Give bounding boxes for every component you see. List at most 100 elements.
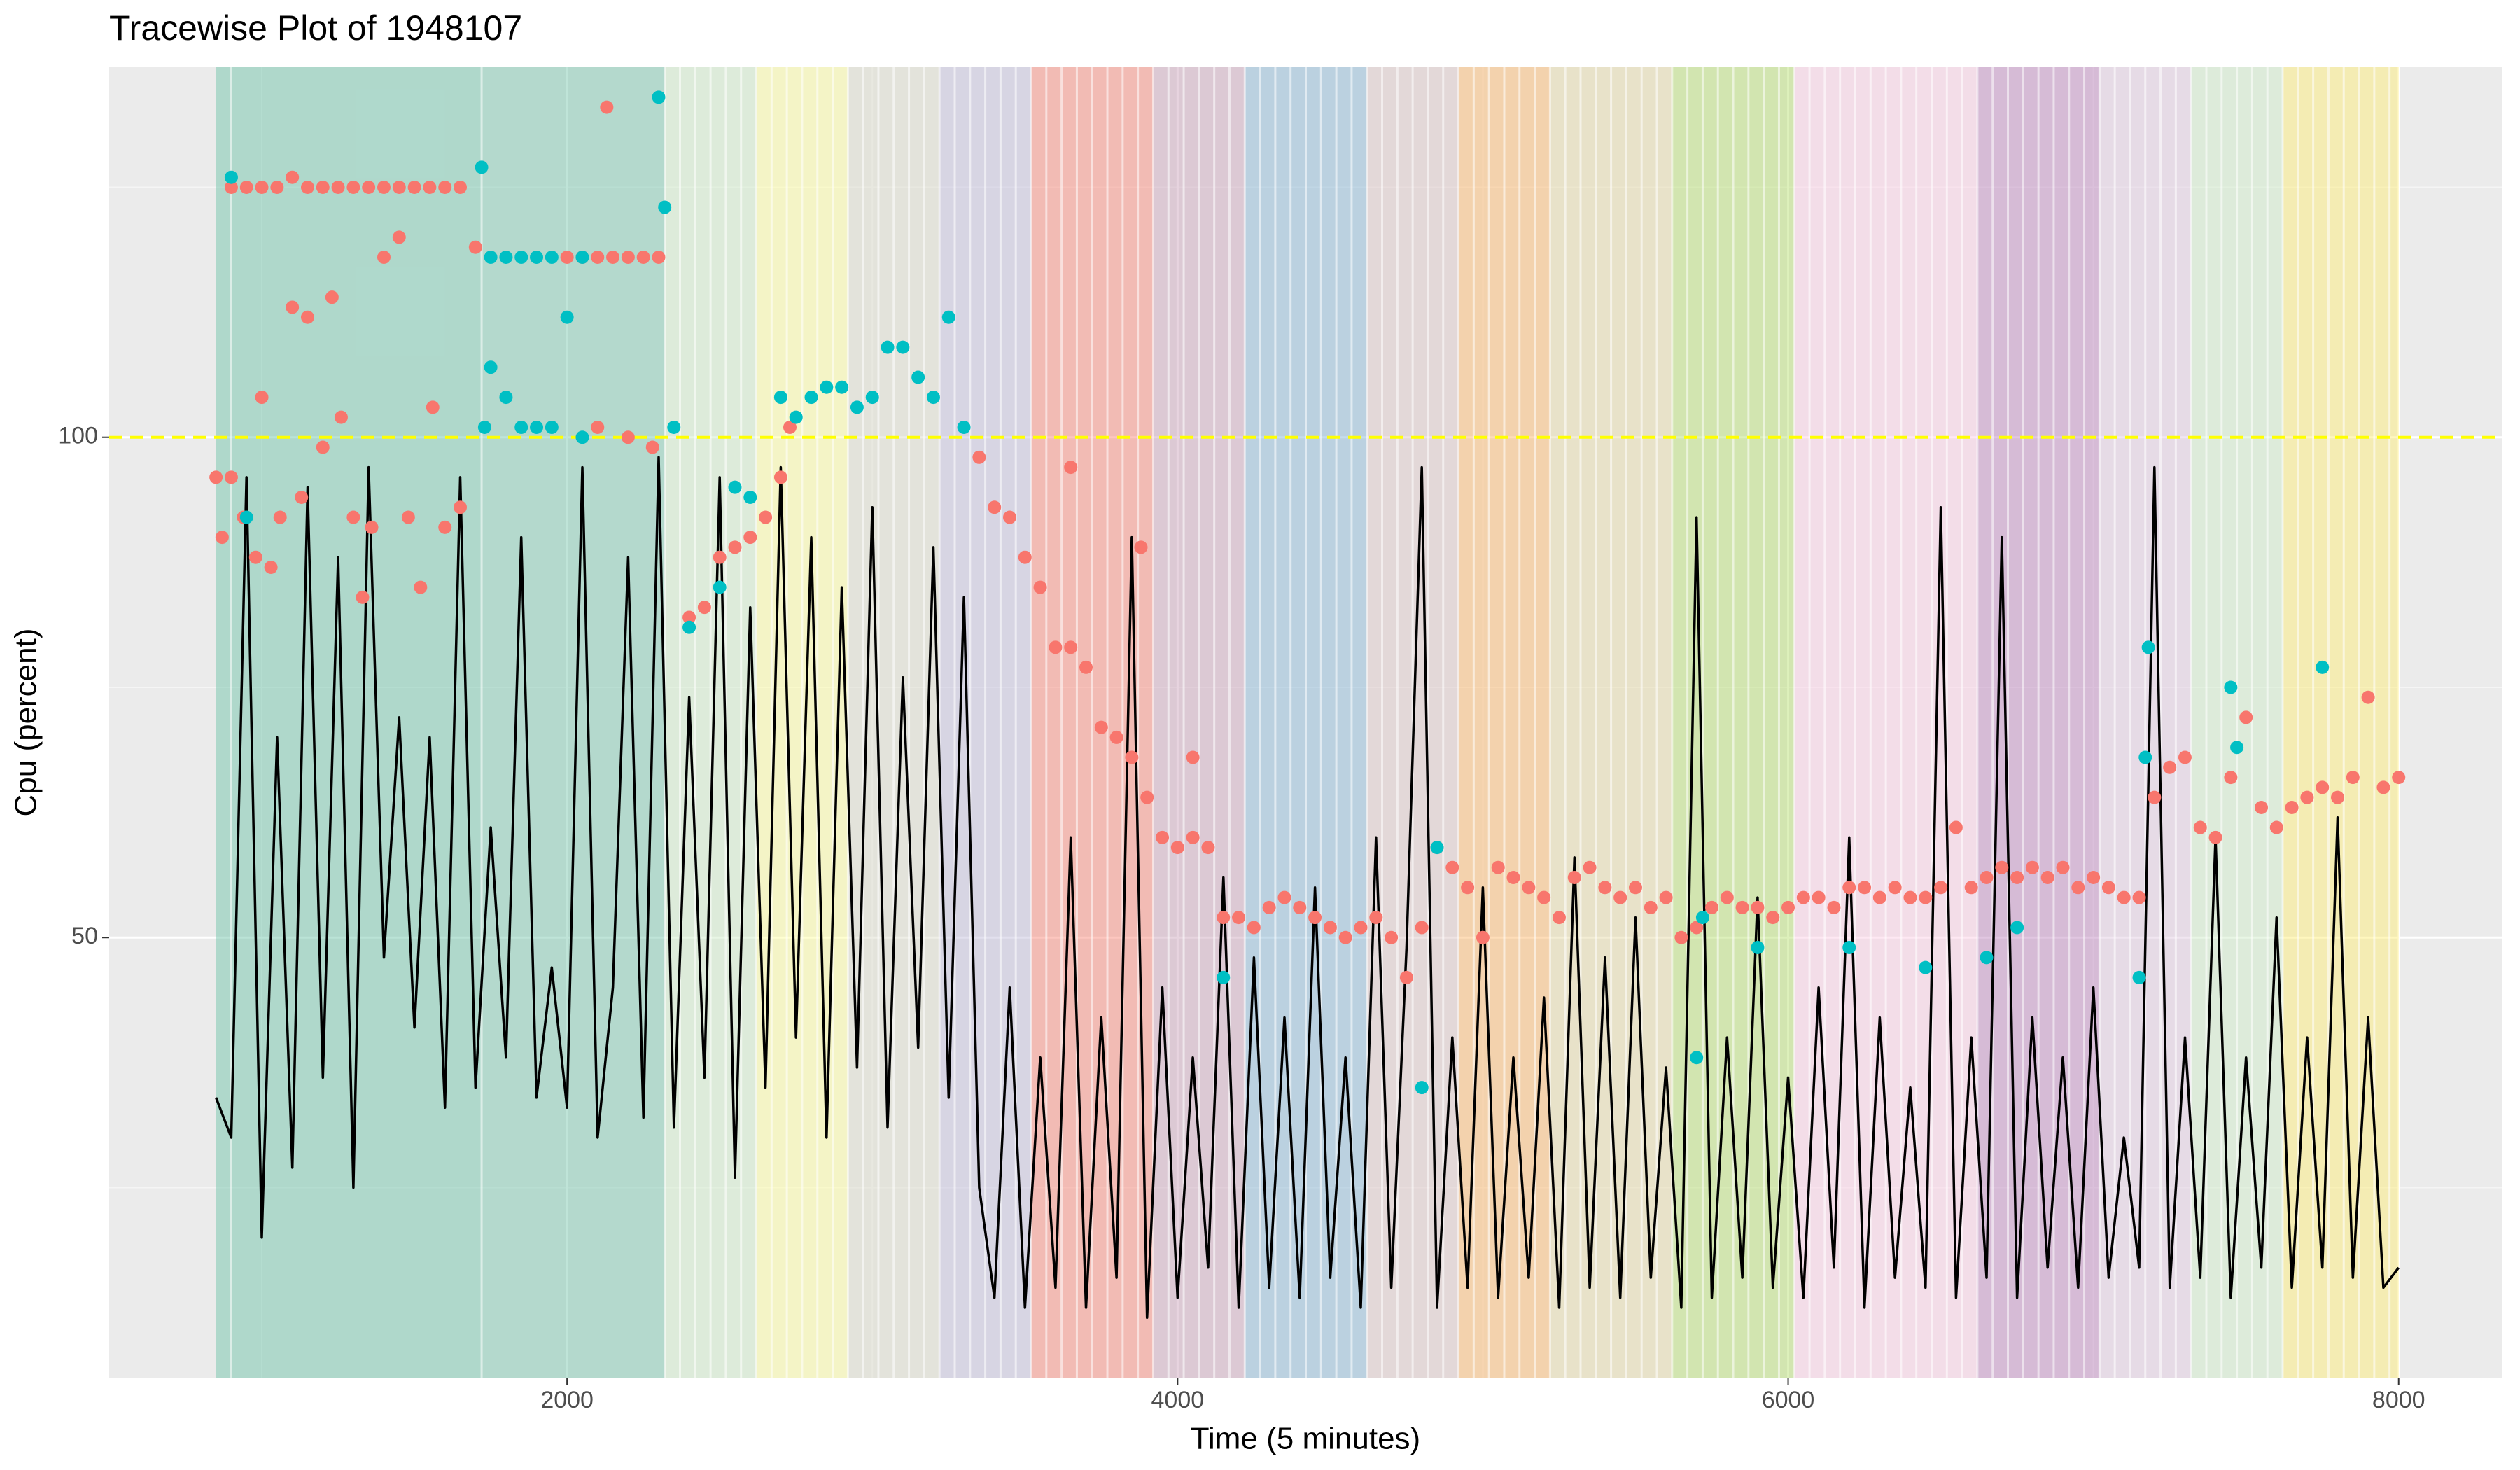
point bbox=[2025, 860, 2039, 874]
point bbox=[1644, 900, 1658, 914]
point bbox=[300, 180, 314, 194]
point bbox=[346, 180, 360, 194]
point bbox=[988, 500, 1002, 514]
point bbox=[881, 340, 895, 354]
point bbox=[1125, 750, 1139, 764]
point bbox=[591, 420, 605, 434]
point bbox=[1110, 730, 1124, 744]
point bbox=[2376, 780, 2390, 794]
point bbox=[1156, 830, 1170, 844]
point bbox=[774, 470, 788, 484]
point bbox=[454, 180, 468, 194]
x-tick-label: 2000 bbox=[540, 1387, 594, 1413]
point bbox=[1919, 890, 1933, 904]
point bbox=[2300, 790, 2314, 804]
point bbox=[1399, 970, 1413, 984]
point bbox=[1919, 960, 1933, 974]
point bbox=[743, 531, 757, 545]
point bbox=[1201, 841, 1215, 855]
point bbox=[2148, 790, 2162, 804]
point bbox=[1338, 930, 1352, 944]
point bbox=[377, 251, 391, 265]
point bbox=[682, 610, 696, 624]
point bbox=[2230, 741, 2244, 755]
point bbox=[652, 251, 666, 265]
point bbox=[215, 531, 229, 545]
point bbox=[713, 580, 727, 594]
point bbox=[224, 180, 238, 194]
point bbox=[1720, 890, 1734, 904]
point bbox=[2040, 870, 2054, 884]
point bbox=[783, 420, 797, 434]
point bbox=[484, 251, 498, 265]
point bbox=[2087, 870, 2101, 884]
point bbox=[1980, 951, 1994, 965]
point bbox=[499, 391, 513, 405]
point bbox=[401, 510, 415, 524]
point bbox=[560, 310, 574, 324]
x-tick-label: 8000 bbox=[2372, 1387, 2426, 1413]
point bbox=[1842, 941, 1856, 955]
point bbox=[1705, 900, 1719, 914]
point bbox=[658, 200, 672, 214]
point bbox=[2254, 800, 2268, 814]
point bbox=[957, 420, 971, 434]
point bbox=[636, 251, 650, 265]
point bbox=[667, 420, 681, 434]
point bbox=[1506, 870, 1520, 884]
point bbox=[1980, 870, 1994, 884]
point bbox=[209, 470, 223, 484]
point bbox=[2163, 760, 2177, 774]
point bbox=[530, 420, 544, 434]
point bbox=[316, 440, 330, 454]
point bbox=[2346, 771, 2360, 785]
point bbox=[392, 230, 406, 244]
point bbox=[652, 90, 666, 104]
point bbox=[728, 480, 742, 494]
point bbox=[621, 430, 635, 444]
point bbox=[728, 540, 742, 554]
point bbox=[2117, 890, 2131, 904]
point bbox=[804, 391, 818, 405]
y-axis-label: Cpu (percent) bbox=[9, 628, 43, 816]
point bbox=[224, 170, 238, 184]
point bbox=[325, 290, 339, 304]
point bbox=[286, 170, 300, 184]
point bbox=[1217, 911, 1231, 925]
point bbox=[972, 450, 986, 464]
point bbox=[1695, 911, 1709, 925]
point bbox=[248, 550, 262, 564]
point bbox=[896, 340, 910, 354]
point bbox=[286, 300, 300, 314]
point bbox=[1735, 900, 1749, 914]
point bbox=[1369, 911, 1383, 925]
point bbox=[530, 251, 544, 265]
point bbox=[606, 251, 620, 265]
point bbox=[1888, 881, 1902, 895]
point bbox=[270, 180, 284, 194]
point bbox=[911, 370, 925, 384]
point bbox=[820, 380, 834, 394]
point bbox=[926, 391, 940, 405]
point bbox=[295, 490, 309, 504]
point bbox=[2316, 780, 2330, 794]
point bbox=[682, 620, 696, 634]
point bbox=[2285, 800, 2299, 814]
point bbox=[774, 391, 788, 405]
point bbox=[2208, 830, 2222, 844]
cpu-line bbox=[214, 456, 2400, 1320]
x-tick-label: 4000 bbox=[1152, 1387, 1205, 1413]
point bbox=[2056, 860, 2070, 874]
point bbox=[438, 180, 452, 194]
point bbox=[1247, 920, 1261, 934]
point bbox=[713, 550, 727, 564]
point bbox=[514, 420, 528, 434]
point bbox=[1751, 900, 1765, 914]
point bbox=[1583, 860, 1597, 874]
point bbox=[1903, 890, 1917, 904]
point bbox=[1002, 510, 1016, 524]
point bbox=[600, 100, 614, 114]
y-tick-label: 100 bbox=[58, 423, 98, 449]
point bbox=[362, 180, 376, 194]
point bbox=[1232, 911, 1246, 925]
